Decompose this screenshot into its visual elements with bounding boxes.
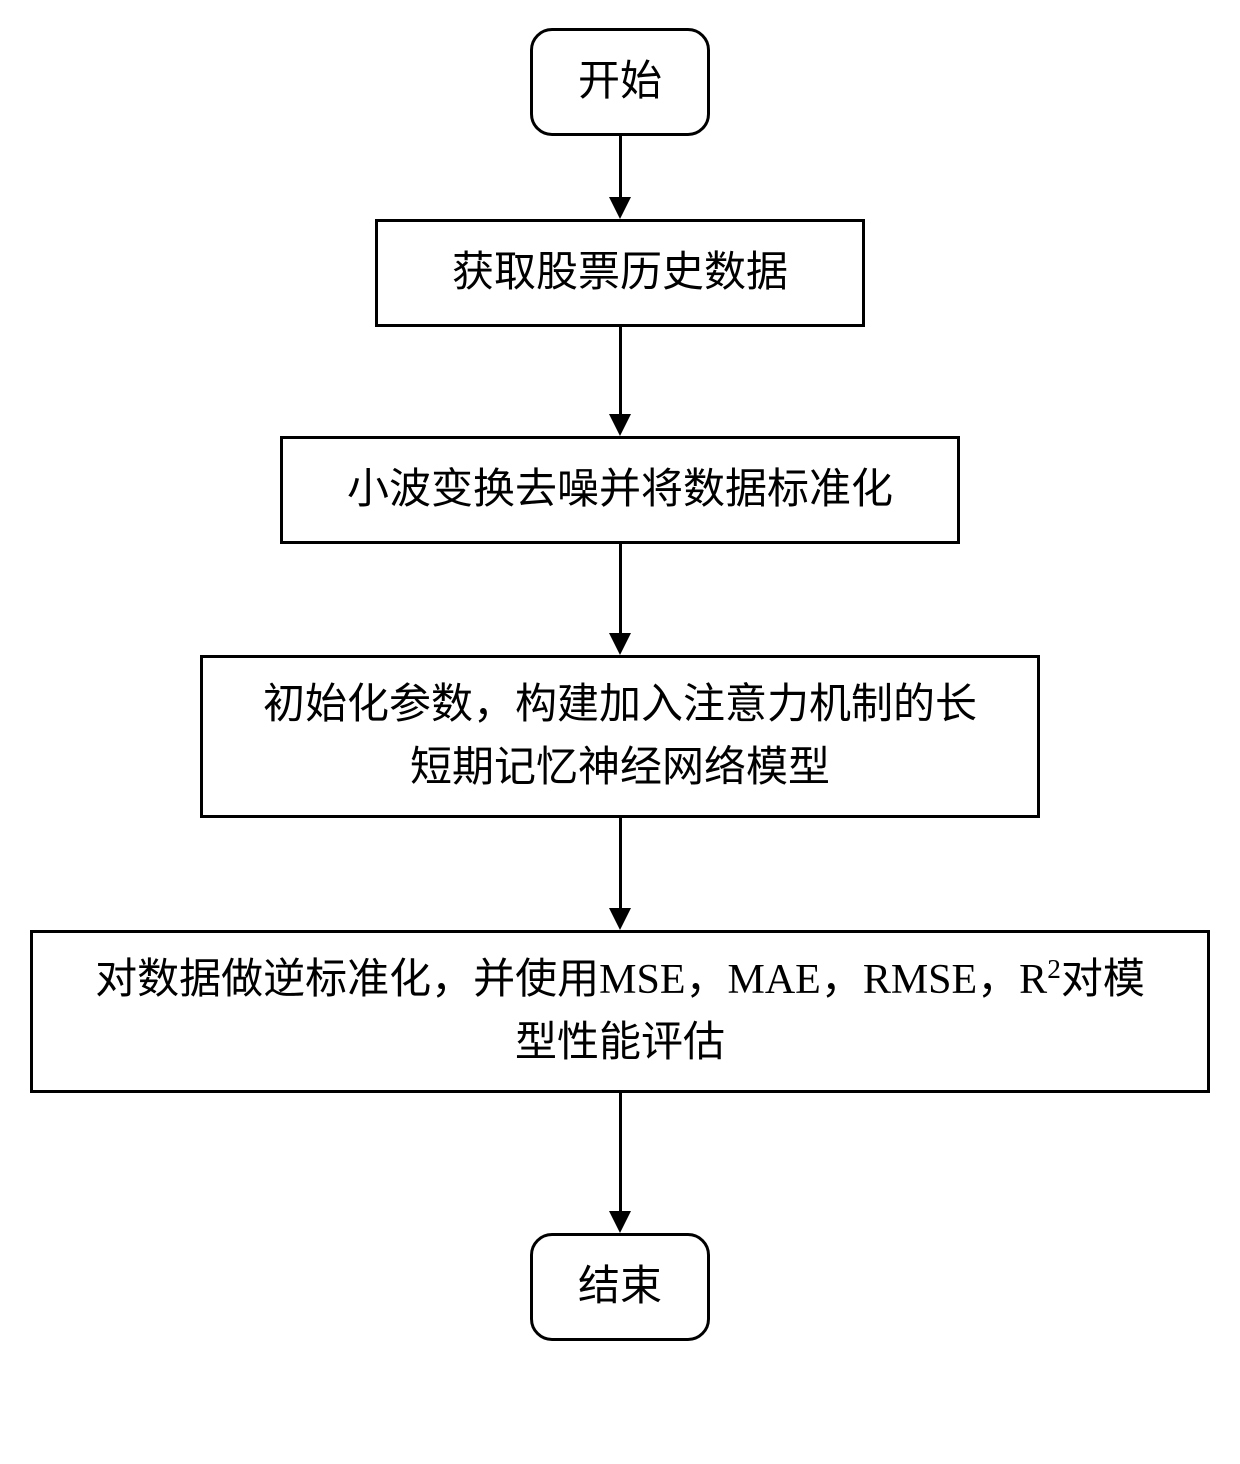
flow-edge (619, 327, 622, 414)
flow-arrowhead (609, 1211, 631, 1233)
flow-node-end: 结束 (530, 1233, 710, 1341)
flow-arrowhead (609, 633, 631, 655)
flow-edge (619, 136, 622, 197)
flow-node-step2: 小波变换去噪并将数据标准化 (280, 436, 960, 544)
flow-node-label: 结束 (578, 1256, 662, 1319)
flow-node-step3: 初始化参数，构建加入注意力机制的长 短期记忆神经网络模型 (200, 655, 1040, 818)
flow-node-label: 对数据做逆标准化，并使用MSE，MAE，RMSE，R2对模型性能评估 (95, 949, 1145, 1075)
flow-node-label: 开始 (578, 51, 662, 114)
flow-arrowhead (609, 908, 631, 930)
flow-edge (619, 818, 622, 908)
flow-edge (619, 1093, 622, 1211)
flow-node-step4: 对数据做逆标准化，并使用MSE，MAE，RMSE，R2对模型性能评估 (30, 930, 1210, 1093)
flow-node-label: 获取股票历史数据 (452, 242, 788, 305)
flowchart-canvas: 开始 获取股票历史数据 小波变换去噪并将数据标准化 初始化参数，构建加入注意力机… (0, 0, 1240, 1464)
flow-node-start: 开始 (530, 28, 710, 136)
flow-arrowhead (609, 414, 631, 436)
flow-edge (619, 544, 622, 633)
flow-node-step1: 获取股票历史数据 (375, 219, 865, 327)
flow-arrowhead (609, 197, 631, 219)
flow-node-label: 初始化参数，构建加入注意力机制的长 短期记忆神经网络模型 (263, 674, 977, 800)
flow-node-label: 小波变换去噪并将数据标准化 (347, 459, 893, 522)
